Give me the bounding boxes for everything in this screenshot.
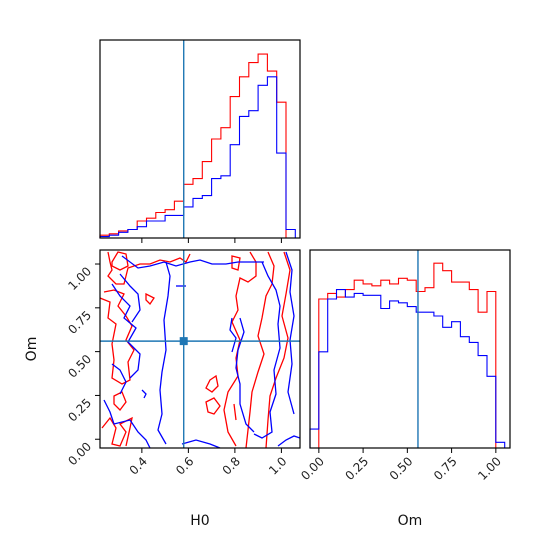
om-hist-xtick-label-4: 1.00 — [475, 454, 504, 483]
red-contour-mid-small — [145, 292, 155, 306]
h0-om-contour-panel: 0.4 0.6 0.8 1.0 0.00 0.25 0.50 0.75 1.00 — [65, 249, 301, 478]
contour-lines — [100, 250, 300, 448]
red-contour-top-small — [231, 255, 241, 271]
om-marginal-panel: 0.00 0.25 0.50 0.75 1.00 — [298, 249, 511, 483]
blue-contour-left-loop — [111, 283, 141, 379]
h0-hist-series-group — [99, 53, 296, 239]
h0-hist-ticks-group — [141, 238, 282, 243]
red-contours — [100, 251, 291, 448]
h0-hist-frame — [99, 39, 301, 239]
h0-marginal-panel — [99, 39, 301, 243]
blue-contour-right-2 — [235, 317, 255, 433]
blue-contour-mid-vertical — [157, 261, 171, 445]
red-contour-right-band-2 — [245, 251, 275, 448]
contour-truth-marker — [179, 337, 188, 346]
red-contour-right-band-3 — [265, 251, 291, 448]
contour-ytick-label-2: 0.50 — [65, 352, 94, 381]
blue-contour-left-bottom — [103, 399, 151, 448]
om-hist-xtick-label-3: 0.75 — [431, 454, 460, 483]
red-contour-inner-line — [233, 403, 237, 421]
om-hist-series-1 — [309, 289, 506, 448]
contour-truth-group — [100, 250, 300, 448]
red-contour-inner-small-2 — [205, 397, 221, 415]
blue-contour-small-mid — [141, 389, 147, 399]
blue-contour-left-loop-2 — [119, 273, 141, 323]
om-hist-series-group — [309, 262, 506, 449]
h0-axis-label: H0 — [190, 513, 209, 529]
om-hist-frame — [309, 249, 511, 449]
contour-ytick-label-1: 0.25 — [65, 396, 94, 425]
red-contour-left-band — [100, 289, 135, 385]
om-y-axis-label: Om — [24, 337, 40, 362]
blue-contours — [103, 251, 300, 448]
contour-frame — [99, 249, 301, 449]
blue-contour-mid-loop — [111, 363, 127, 395]
blue-contour-bottom-right — [277, 435, 300, 447]
blue-contour-right-1 — [253, 261, 281, 439]
blue-contour-right-3 — [229, 317, 237, 353]
contour-xtick-label-1: 0.6 — [173, 454, 196, 477]
om-axis-label: Om — [398, 513, 423, 529]
red-contour-inner-small-1 — [205, 374, 219, 393]
red-contour-right-band-1 — [223, 251, 257, 447]
om-hist-xtick-label-1: 0.25 — [342, 454, 371, 483]
om-hist-background — [310, 250, 510, 448]
contour-ytick-label-4: 1.00 — [65, 264, 94, 293]
contour-ytick-label-3: 0.75 — [65, 308, 94, 337]
blue-contour-bottom-mid — [181, 439, 221, 448]
contour-xtick-label-3: 1.0 — [266, 454, 289, 477]
om-hist-xtick-label-0: 0.00 — [298, 454, 327, 483]
red-contour-outer-top — [107, 251, 191, 285]
contour-ytick-label-0: 0.00 — [65, 439, 94, 468]
blue-contour-top — [121, 255, 264, 269]
om-hist-ticks-group: 0.00 0.25 0.50 0.75 1.00 — [298, 448, 504, 483]
h0-hist-series-1 — [99, 76, 296, 238]
h0-hist-background — [100, 40, 300, 238]
contour-xtick-label-2: 0.8 — [220, 454, 243, 477]
om-hist-xtick-label-2: 0.50 — [387, 454, 416, 483]
red-contour-topleft-loop — [111, 251, 129, 271]
contour-xtick-label-0: 0.4 — [127, 454, 150, 477]
blue-contour-far-right — [285, 251, 295, 415]
